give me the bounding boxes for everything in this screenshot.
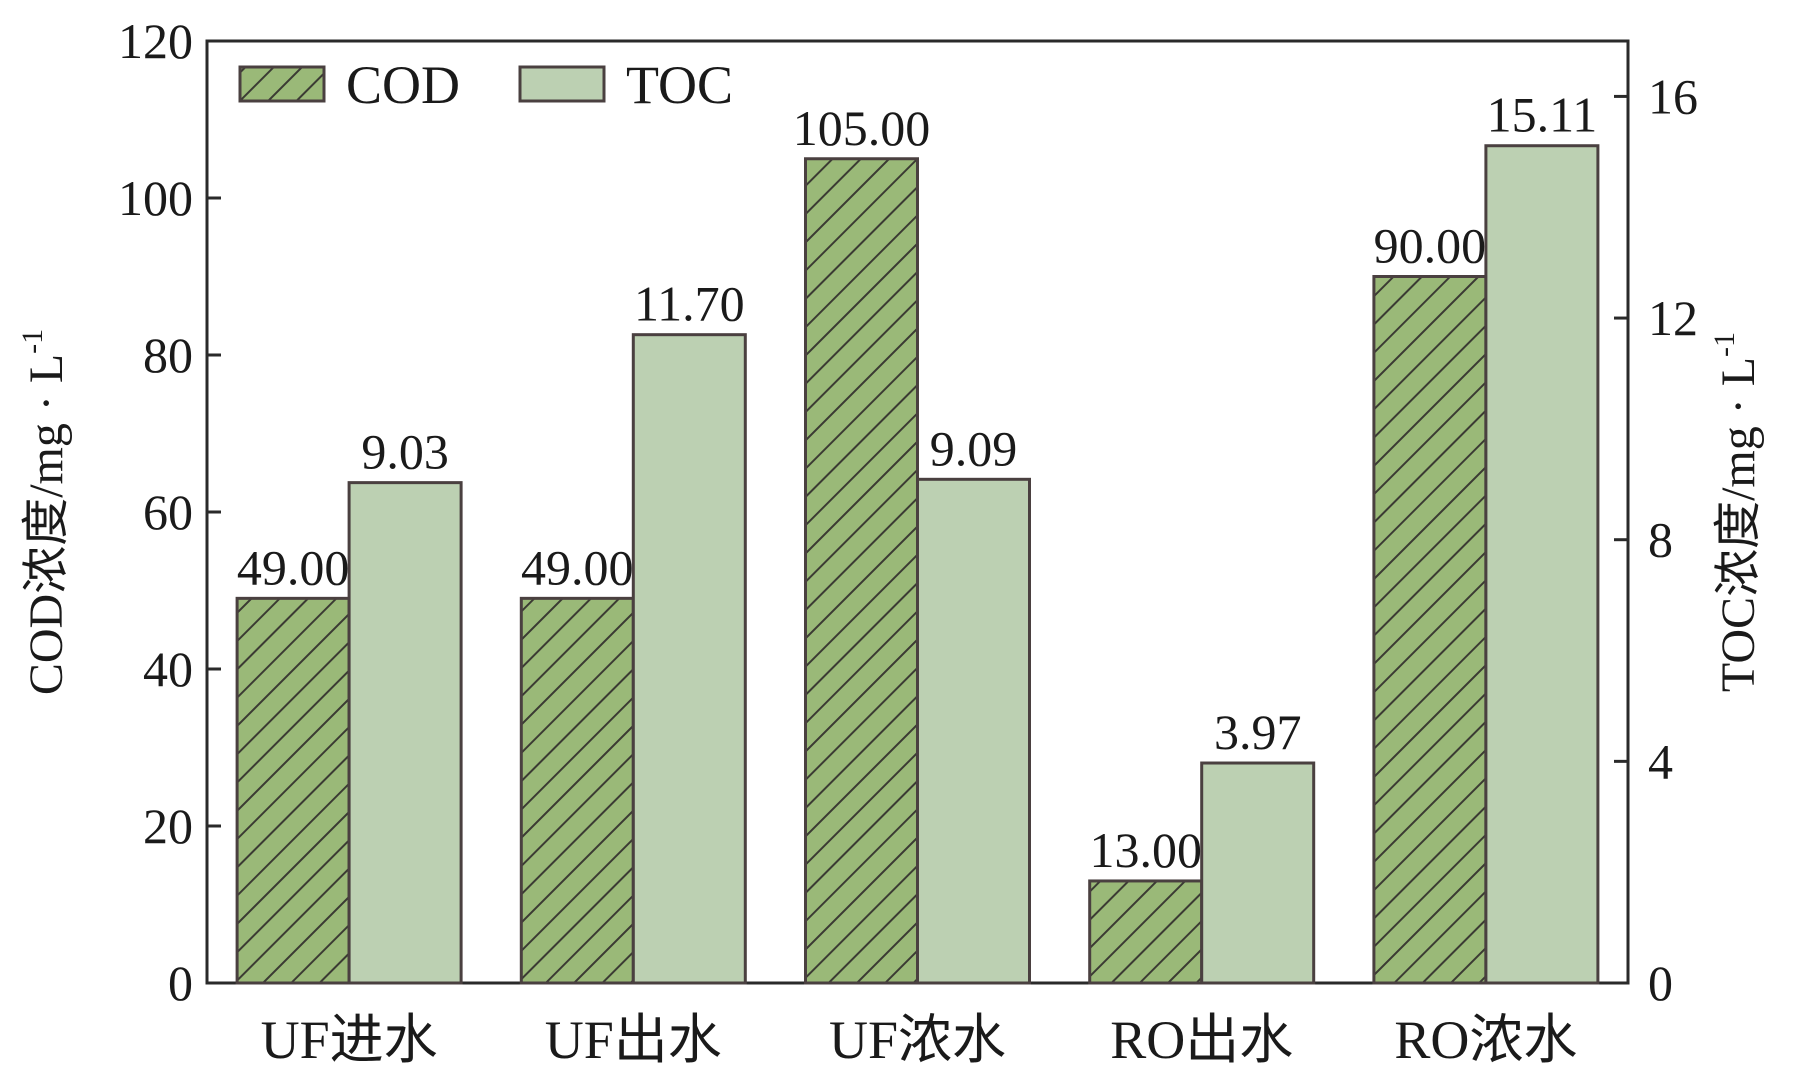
right-axis-tick-label: 0 [1648,955,1673,1011]
left-axis-title-text: COD浓度/mg · L [20,354,73,695]
bar-toc [1484,144,1600,985]
left-axis-tick-label: 80 [143,327,193,383]
right-axis-tick-label: 16 [1648,68,1698,124]
legend-swatch-cod [238,65,326,103]
right-axis-tick-label: 8 [1648,512,1673,568]
data-label-toc: 3.97 [1214,704,1302,760]
x-axis-category-label: RO出水 [1110,1010,1293,1070]
x-axis-category-label: UF出水 [545,1010,722,1070]
legend-label-toc: TOC [626,55,733,115]
bar-cod [1088,879,1204,985]
bar-toc [631,333,747,985]
left-axis-tick-label: 40 [143,641,193,697]
data-label-toc: 9.09 [930,420,1018,476]
bar-cod [519,596,635,985]
left-axis-tick-label: 60 [143,484,193,540]
bar-toc [347,481,463,985]
left-axis-tick-label: 120 [118,13,193,69]
left-axis-tick-label: 0 [168,955,193,1011]
left-axis-tick-label: 20 [143,798,193,854]
left-axis-title-superscript: -1 [16,329,49,354]
legend-swatch-toc [518,65,606,103]
right-axis-title-superscript: -1 [1708,332,1741,357]
right-axis-tick-label: 4 [1648,733,1673,789]
data-label-cod: 49.00 [521,539,634,595]
x-axis-category-label: UF进水 [261,1010,438,1070]
x-axis-category-label: RO浓水 [1394,1010,1577,1070]
bar-toc [1200,761,1316,985]
left-axis-tick-label: 100 [118,170,193,226]
data-label-toc: 9.03 [361,424,449,480]
data-label-toc: 11.70 [634,276,745,332]
bar-cod [1372,275,1488,985]
legend-label-cod: COD [346,55,460,115]
bar-toc [916,477,1031,985]
data-label-cod: 13.00 [1089,822,1202,878]
x-axis-category-label: UF浓水 [829,1010,1006,1070]
right-axis-tick-label: 12 [1648,290,1698,346]
data-label-cod: 90.00 [1374,218,1487,274]
left-axis-title: COD浓度/mg · L-1 [16,329,73,695]
right-axis-title: TOC浓度/mg · L-1 [1708,332,1765,692]
right-axis-title-text: TOC浓度/mg · L [1712,357,1765,692]
bar-cod [804,157,919,985]
data-label-cod: 105.00 [793,100,931,156]
data-label-cod: 49.00 [237,539,350,595]
data-label-toc: 15.11 [1487,87,1598,143]
bar-cod [235,596,351,985]
